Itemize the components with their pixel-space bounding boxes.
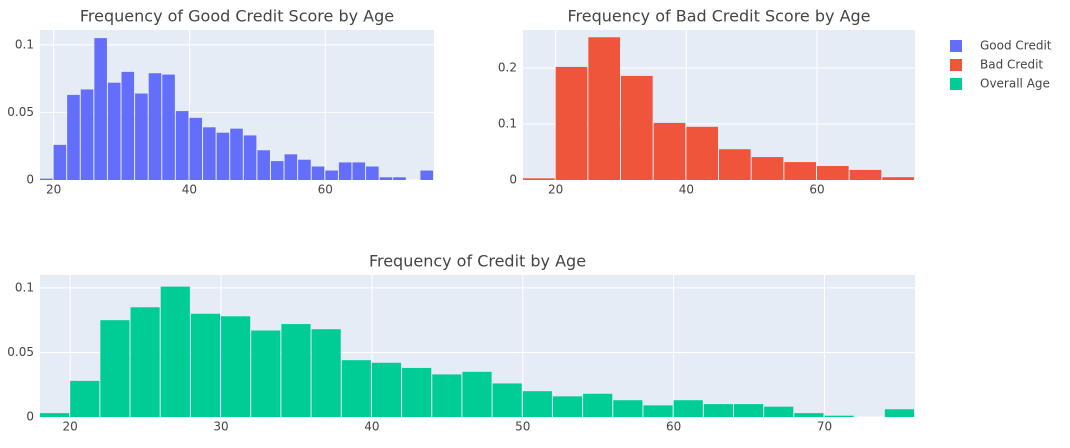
bar — [190, 313, 221, 417]
chart-title: Frequency of Credit by Age — [369, 252, 586, 271]
bar — [371, 362, 402, 417]
bar — [325, 170, 338, 180]
bar — [100, 320, 130, 417]
y-tick-label: 0.1 — [15, 280, 34, 294]
bar — [733, 404, 764, 417]
y-tick-label: 0.05 — [7, 345, 34, 359]
bar — [107, 82, 121, 180]
bar — [338, 162, 352, 180]
legend-label: Bad Credit — [980, 58, 1043, 72]
x-tick-label: 20 — [46, 183, 61, 197]
bar — [311, 329, 341, 417]
bar — [70, 380, 100, 417]
y-tick-label: 0.05 — [7, 105, 34, 119]
bar — [588, 37, 620, 180]
bar — [121, 71, 135, 180]
x-tick-label: 60 — [318, 183, 333, 197]
bar — [221, 316, 251, 417]
bar — [849, 169, 882, 180]
bar — [420, 170, 433, 180]
legend-label: Good Credit — [980, 39, 1052, 53]
bar — [80, 89, 94, 180]
bar — [643, 405, 673, 417]
x-tick-label: 50 — [515, 420, 530, 434]
bar — [613, 400, 643, 417]
x-tick-label: 40 — [364, 420, 379, 434]
bar — [281, 324, 311, 417]
bar — [341, 360, 371, 417]
bar — [270, 161, 284, 180]
legend-label: Overall Age — [980, 77, 1050, 91]
x-tick-label: 20 — [63, 420, 78, 434]
bar — [523, 178, 555, 180]
x-tick-label: 60 — [666, 420, 681, 434]
bar — [432, 374, 462, 417]
bar — [555, 66, 588, 180]
bar — [764, 406, 794, 417]
bar — [794, 413, 824, 417]
bar — [135, 93, 148, 180]
bar — [686, 126, 718, 180]
y-tick-label: 0 — [26, 410, 34, 424]
chart-title: Frequency of Good Credit Score by Age — [80, 7, 394, 26]
y-tick-label: 0 — [509, 173, 517, 187]
bar — [243, 135, 257, 180]
chart-title: Frequency of Bad Credit Score by Age — [567, 7, 870, 26]
bar — [216, 132, 230, 180]
x-tick-label: 30 — [213, 420, 228, 434]
bar — [462, 371, 492, 417]
bar — [40, 178, 53, 180]
bar — [884, 409, 914, 417]
x-tick-label: 40 — [182, 183, 197, 197]
bar — [203, 127, 216, 180]
bar — [67, 94, 80, 180]
x-tick-label: 20 — [548, 183, 563, 197]
bar — [284, 154, 298, 180]
y-tick-label: 0 — [26, 173, 34, 187]
y-tick-label: 0.2 — [498, 61, 517, 75]
bar — [522, 391, 552, 417]
bar — [393, 177, 406, 180]
bar — [160, 286, 190, 417]
bar — [366, 166, 379, 180]
x-tick-label: 60 — [809, 183, 824, 197]
bar — [352, 162, 366, 180]
bar — [703, 404, 733, 417]
bar — [552, 396, 583, 417]
bar — [817, 166, 849, 180]
legend-swatch — [950, 59, 962, 71]
bar — [40, 413, 70, 417]
bar — [130, 307, 160, 417]
legend-swatch — [950, 40, 962, 52]
bar — [53, 144, 67, 180]
bar — [621, 75, 653, 180]
bar — [824, 415, 854, 417]
bar — [751, 157, 784, 180]
bar — [379, 177, 393, 180]
bar — [175, 111, 189, 180]
y-tick-label: 0.1 — [15, 37, 34, 51]
bar — [230, 128, 243, 180]
bar — [492, 383, 522, 417]
bar — [189, 117, 203, 180]
legend-swatch — [950, 78, 962, 90]
y-tick-label: 0.1 — [498, 117, 517, 131]
bar — [784, 162, 816, 180]
bar — [148, 73, 162, 180]
bar — [719, 149, 751, 180]
bar — [402, 367, 432, 417]
bar — [583, 393, 613, 417]
bar — [311, 166, 325, 180]
bar — [673, 400, 703, 417]
bar — [298, 159, 311, 180]
bar — [162, 74, 175, 180]
bar — [882, 177, 914, 180]
bar — [653, 122, 686, 180]
x-tick-label: 70 — [817, 420, 832, 434]
bar — [251, 330, 281, 417]
x-tick-label: 40 — [679, 183, 694, 197]
bar — [94, 38, 107, 180]
bar — [257, 150, 270, 180]
